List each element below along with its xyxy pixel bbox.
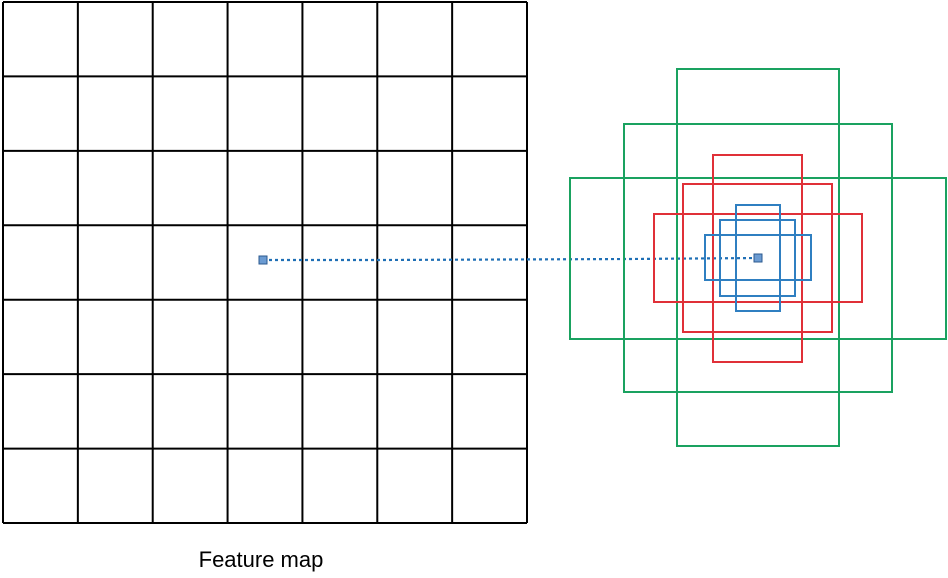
anchor-box-large-wide xyxy=(569,177,947,340)
anchor-box-small-square xyxy=(719,219,796,297)
anchor-box-large-tall xyxy=(676,68,840,447)
anchor-group-medium xyxy=(653,154,863,363)
anchor-box-small-tall xyxy=(735,204,781,312)
feature-map-caption: Feature map xyxy=(199,547,324,572)
connector-dotted-line xyxy=(263,256,759,262)
anchor-box-medium-square xyxy=(682,183,833,333)
anchor-box-small-wide xyxy=(704,234,812,281)
anchor-box-large-square xyxy=(623,123,893,393)
anchor-center-marker xyxy=(753,253,763,263)
anchor-box-medium-tall xyxy=(712,154,803,363)
grid-cell-center-marker xyxy=(258,255,268,265)
feature-map-grid xyxy=(2,1,528,524)
anchor-box-medium-wide xyxy=(653,213,863,303)
anchor-group-small xyxy=(704,204,812,312)
anchor-group-large xyxy=(569,68,947,447)
